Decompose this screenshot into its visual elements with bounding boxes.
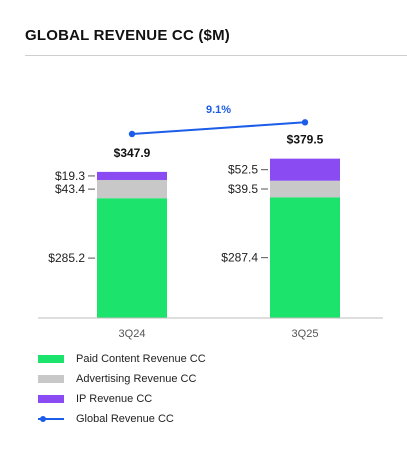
value-label-advertising-3q24: $43.4: [55, 182, 85, 196]
global-revenue-point-3q24: [128, 130, 136, 138]
legend-label-ip: IP Revenue CC: [76, 393, 153, 405]
global-revenue-line: [131, 121, 306, 135]
value-label-paid-content-3q25: $287.4: [221, 251, 258, 265]
title-divider: [25, 55, 407, 56]
legend-label-advertising: Advertising Revenue CC: [76, 373, 197, 385]
bar-paid-content-3q24: [97, 198, 167, 318]
legend-swatch-global: [38, 415, 64, 423]
global-revenue-point-3q25: [301, 119, 309, 126]
growth-label: 9.1%: [206, 104, 231, 116]
category-label-3q25: 3Q25: [292, 328, 319, 340]
legend-label-paid-content: Paid Content Revenue CC: [76, 353, 206, 365]
total-label-3q24: $347.9: [114, 146, 151, 160]
legend-swatch-ip: [38, 395, 64, 403]
value-label-ip-3q24: $19.3: [55, 169, 85, 183]
legend-item-paid-content: Paid Content Revenue CC: [38, 349, 206, 369]
value-label-ip-3q25: $52.5: [228, 163, 258, 177]
value-label-paid-content-3q24: $285.2: [48, 251, 85, 265]
total-label-3q25: $379.5: [287, 133, 324, 147]
legend-swatch-advertising: [38, 375, 64, 383]
legend-label-global: Global Revenue CC: [76, 413, 174, 425]
bar-paid-content-3q25: [270, 197, 340, 318]
value-label-advertising-3q25: $39.5: [228, 182, 258, 196]
revenue-chart: $285.2 $43.4$19.3 $347.9 $287.4 $39.5 $52.5 $3…: [38, 104, 383, 340]
chart-title: GLOBAL REVENUE CC ($M): [25, 27, 230, 44]
legend-item-advertising: Advertising Revenue CC: [38, 369, 206, 389]
legend: Paid Content Revenue CC Advertising Reve…: [38, 349, 206, 429]
bar-advertising-3q24: [97, 179, 167, 199]
bar-advertising-3q25: [270, 180, 340, 198]
legend-item-global: Global Revenue CC: [38, 409, 206, 429]
legend-swatch-paid-content: [38, 355, 64, 363]
bar-ip-3q25: [270, 158, 340, 181]
bar-ip-3q24: [97, 171, 167, 180]
legend-item-ip: IP Revenue CC: [38, 389, 206, 409]
category-label-3q24: 3Q24: [119, 328, 146, 340]
